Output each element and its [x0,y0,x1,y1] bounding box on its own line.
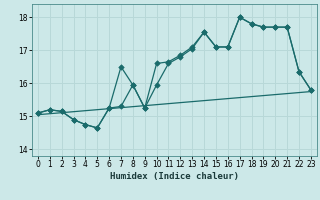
X-axis label: Humidex (Indice chaleur): Humidex (Indice chaleur) [110,172,239,181]
